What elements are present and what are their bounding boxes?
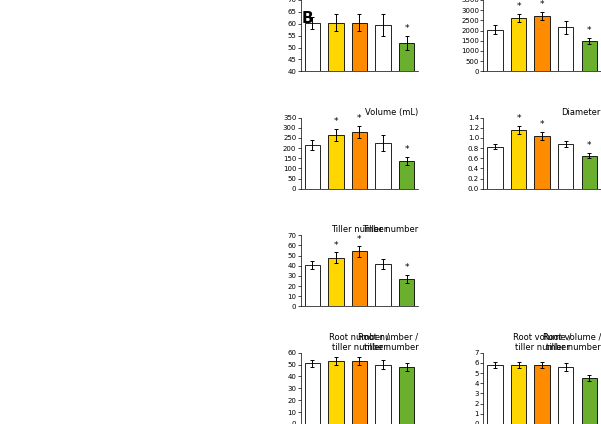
- Text: *: *: [540, 120, 545, 129]
- Bar: [328, 135, 344, 189]
- Bar: [328, 22, 344, 166]
- Title: Root volume /
tiller number: Root volume / tiller number: [513, 332, 572, 352]
- Bar: [558, 367, 573, 424]
- Text: *: *: [587, 26, 591, 35]
- Bar: [534, 16, 550, 71]
- Bar: [305, 22, 320, 166]
- Bar: [511, 365, 526, 424]
- Text: Root number /
tiller number: Root number / tiller number: [358, 332, 418, 352]
- Bar: [487, 147, 502, 189]
- Title: Root number /
tiller number: Root number / tiller number: [329, 332, 389, 352]
- Bar: [534, 365, 550, 424]
- Bar: [558, 28, 573, 71]
- Bar: [399, 162, 414, 189]
- Bar: [487, 365, 502, 424]
- Text: *: *: [516, 3, 520, 11]
- Text: Diameter: Diameter: [561, 108, 601, 117]
- Text: *: *: [357, 114, 362, 123]
- Text: Root volume /
tiller number: Root volume / tiller number: [543, 332, 601, 352]
- Bar: [376, 264, 391, 307]
- Text: B: B: [302, 11, 313, 25]
- Bar: [352, 132, 367, 189]
- Text: Volume (mL): Volume (mL): [365, 108, 418, 117]
- Bar: [305, 145, 320, 189]
- Text: *: *: [334, 240, 338, 250]
- Text: *: *: [334, 117, 338, 126]
- Bar: [352, 251, 367, 307]
- Bar: [305, 363, 320, 424]
- Bar: [534, 137, 550, 189]
- Bar: [376, 25, 391, 166]
- Bar: [399, 43, 414, 166]
- Bar: [376, 143, 391, 189]
- Bar: [352, 361, 367, 424]
- Bar: [399, 279, 414, 307]
- Bar: [328, 361, 344, 424]
- Bar: [511, 130, 526, 189]
- Bar: [328, 257, 344, 307]
- Text: A: A: [12, 13, 24, 28]
- Bar: [582, 156, 597, 189]
- Text: *: *: [404, 24, 409, 33]
- Bar: [352, 22, 367, 166]
- Text: *: *: [404, 263, 409, 272]
- Title: Tiller number: Tiller number: [331, 226, 388, 234]
- Bar: [376, 365, 391, 424]
- Bar: [511, 18, 526, 71]
- Bar: [582, 41, 597, 71]
- Text: Tiller number: Tiller number: [362, 226, 418, 234]
- Bar: [399, 367, 414, 424]
- Text: *: *: [357, 234, 362, 243]
- Text: *: *: [404, 145, 409, 154]
- Text: *: *: [540, 0, 545, 9]
- Bar: [305, 265, 320, 307]
- Bar: [582, 378, 597, 424]
- Bar: [487, 30, 502, 71]
- Bar: [558, 144, 573, 189]
- Text: *: *: [587, 141, 591, 151]
- Text: *: *: [516, 114, 520, 123]
